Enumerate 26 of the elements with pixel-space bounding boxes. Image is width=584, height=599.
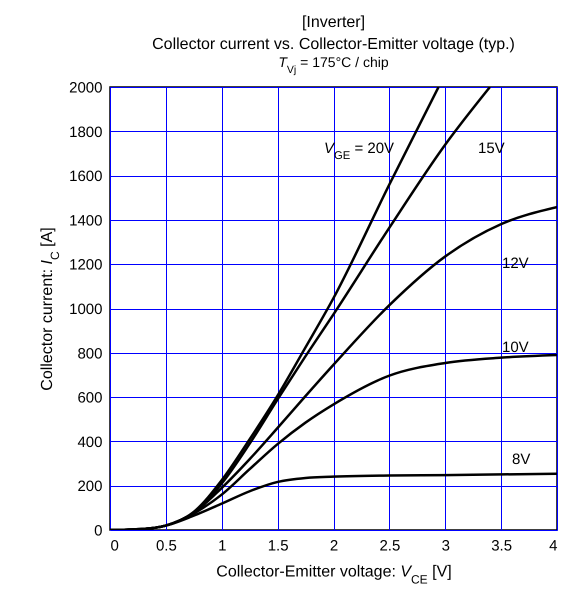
x-tick-label: 1.5	[268, 538, 289, 554]
chart-title: [Inverter]	[302, 14, 366, 31]
x-axis-title: Collector-Emitter voltage: V$_{CE}$ [V]	[216, 564, 452, 586]
chart-subtitle: Collector current vs. Collector-Emitter voltage (typ.)	[152, 36, 515, 53]
y-tick-label: 800	[77, 345, 102, 362]
y-tick-label: 600	[77, 390, 102, 407]
series-label: 10V	[502, 339, 529, 356]
y-tick-label: 1800	[69, 124, 102, 141]
x-tick-label: 3	[442, 538, 450, 554]
y-tick-label: 0	[94, 522, 102, 540]
y-tick-label: 1400	[69, 212, 102, 230]
y-tick-label: 1200	[69, 256, 102, 274]
y-tick-label: 2000	[69, 80, 102, 96]
x-tick-label: 2.5	[379, 538, 400, 554]
y-tick-label: 200	[77, 478, 102, 496]
x-tick-label: 4	[549, 538, 558, 554]
x-tick-label: 0.5	[156, 538, 177, 554]
x-tick-label: 3.5	[491, 538, 512, 554]
x-tick-label: 1	[218, 538, 226, 554]
y-tick-label: 1000	[69, 301, 102, 318]
series-label: 8V	[512, 451, 530, 468]
x-tick-label: 0	[110, 538, 119, 554]
x-tick-label: 2	[330, 538, 338, 554]
text: T$_{Vj}$ = 175°C / chip	[278, 54, 389, 76]
y-tick-label: 400	[77, 434, 102, 451]
y-tick-label: 1600	[69, 168, 102, 186]
